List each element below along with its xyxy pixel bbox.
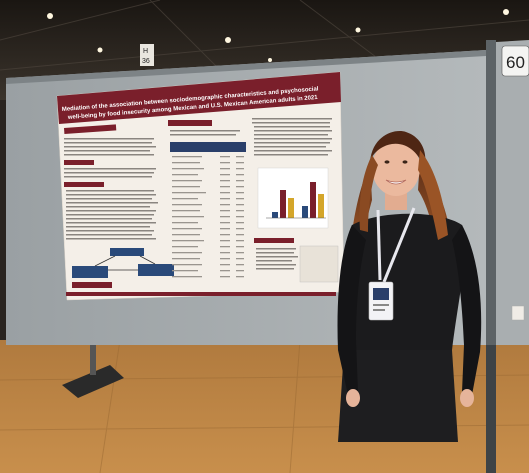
methods-header: [64, 182, 104, 187]
board-foot: [62, 365, 124, 398]
results-header: [168, 120, 212, 126]
board-pole: [486, 40, 496, 470]
methods-text-lines: [66, 190, 158, 240]
mediation-diagram: [72, 248, 174, 288]
ceiling-lights: [47, 9, 509, 62]
presenter-badge: [368, 281, 394, 321]
board-top-frame: [6, 50, 486, 84]
aim-text-lines: [64, 168, 156, 178]
results-text-lines: [170, 130, 240, 136]
research-poster: Mediation of the association between soc…: [56, 71, 345, 301]
conclusion-header: [254, 238, 294, 243]
paper-cup: [511, 305, 525, 321]
table-header: [170, 142, 246, 152]
poster-title-bar: [57, 72, 341, 124]
aim-header: [64, 160, 94, 165]
poster-bar-chart: [257, 167, 329, 229]
poster-qr-block: [299, 245, 339, 283]
aisle-sign-letter: H: [143, 48, 148, 55]
conclusion-text-lines: [256, 248, 298, 270]
presenter: [337, 131, 482, 442]
table-rows: [172, 156, 244, 278]
aisle-sign-number: 36: [142, 58, 150, 65]
right-column-text: [252, 118, 332, 156]
next-board: [496, 40, 529, 345]
board-leg: [90, 345, 96, 375]
next-board-number: 60: [506, 53, 525, 72]
aisle-sign: [140, 44, 154, 66]
intro-text-lines: [64, 138, 156, 156]
poster-footer-bar: [66, 292, 336, 296]
next-board-number-tag: [501, 45, 529, 77]
board-pole-lower: [486, 345, 496, 473]
intro-header: [64, 124, 117, 134]
